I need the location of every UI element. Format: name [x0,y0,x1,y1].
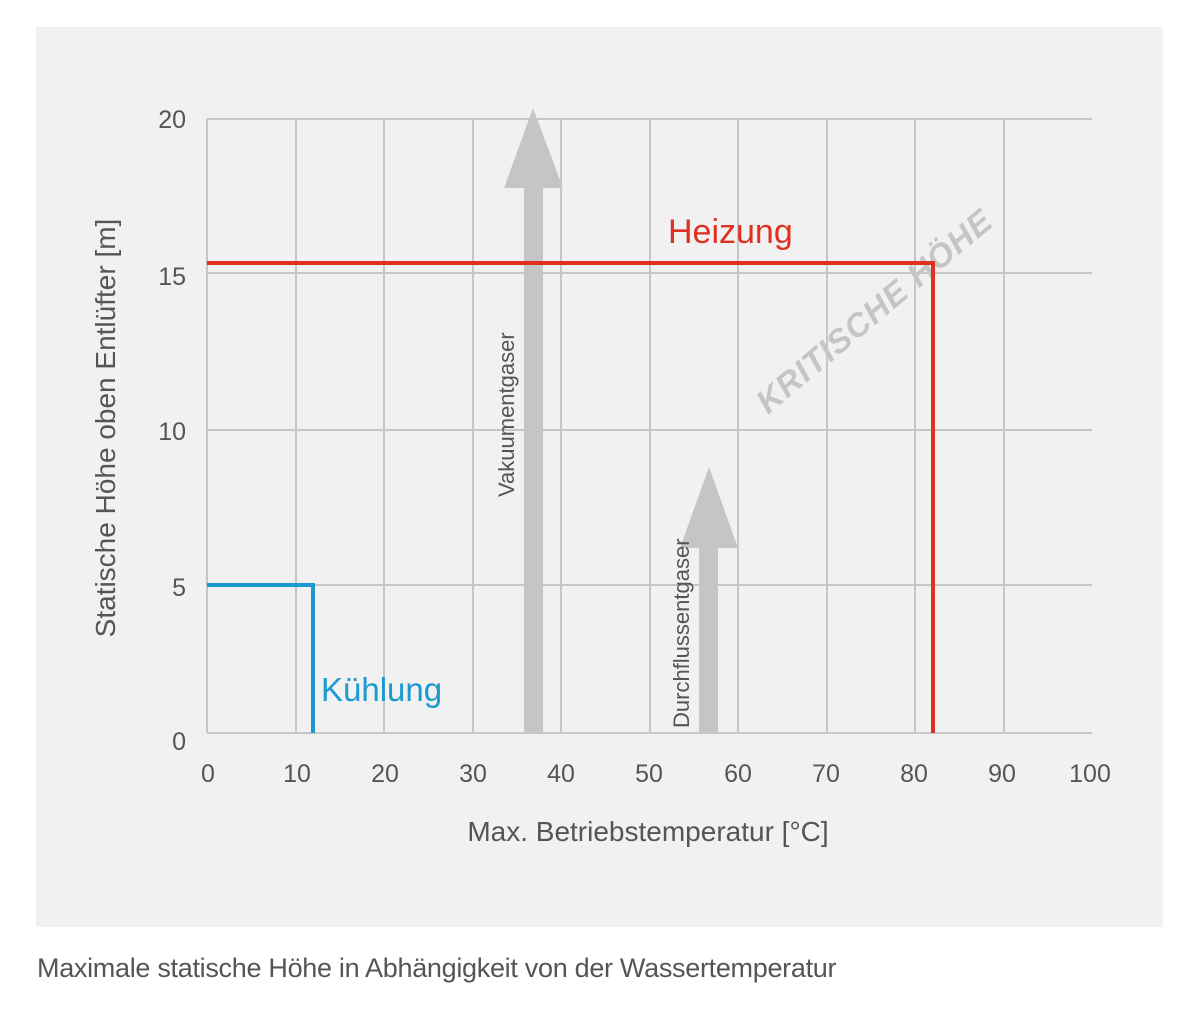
x-tick: 90 [988,760,1016,788]
vakuumentgaser-label: Vakuumentgaser [494,332,519,497]
y-tick: 15 [158,263,186,291]
x-axis-ticks: 0 10 20 30 40 50 60 70 80 90 100 [201,760,1111,788]
x-tick: 80 [900,760,928,788]
x-tick: 0 [201,760,215,788]
x-tick: 40 [547,760,575,788]
y-tick: 20 [158,106,186,134]
heizung-label: Heizung [668,213,793,251]
y-tick: 0 [172,728,186,756]
figure-caption: Maximale statische Höhe in Abhängigkeit … [37,953,837,983]
x-tick: 20 [371,760,399,788]
x-tick: 10 [283,760,311,788]
kuehlung-label: Kühlung [321,671,442,708]
x-tick: 70 [812,760,840,788]
kuehlung-line [207,583,315,733]
x-tick: 50 [635,760,663,788]
x-tick: 100 [1069,760,1111,788]
y-axis-ticks: 20 15 10 5 0 [158,106,186,756]
heizung-line [207,261,935,733]
x-tick: 30 [459,760,487,788]
grid [206,118,1092,734]
y-axis-label: Statische Höhe oben Entlüfter [m] [90,219,121,638]
vakuumentgaser-arrow [504,108,563,733]
durchflussentgaser-label: Durchflussentgaser [669,538,694,728]
durchflussentgaser-arrow [680,467,738,733]
y-tick: 10 [158,418,186,446]
chart-panel [36,27,1163,927]
y-tick: 5 [172,574,186,602]
x-tick: 60 [724,760,752,788]
x-axis-label: Max. Betriebstemperatur [°C] [467,816,828,847]
